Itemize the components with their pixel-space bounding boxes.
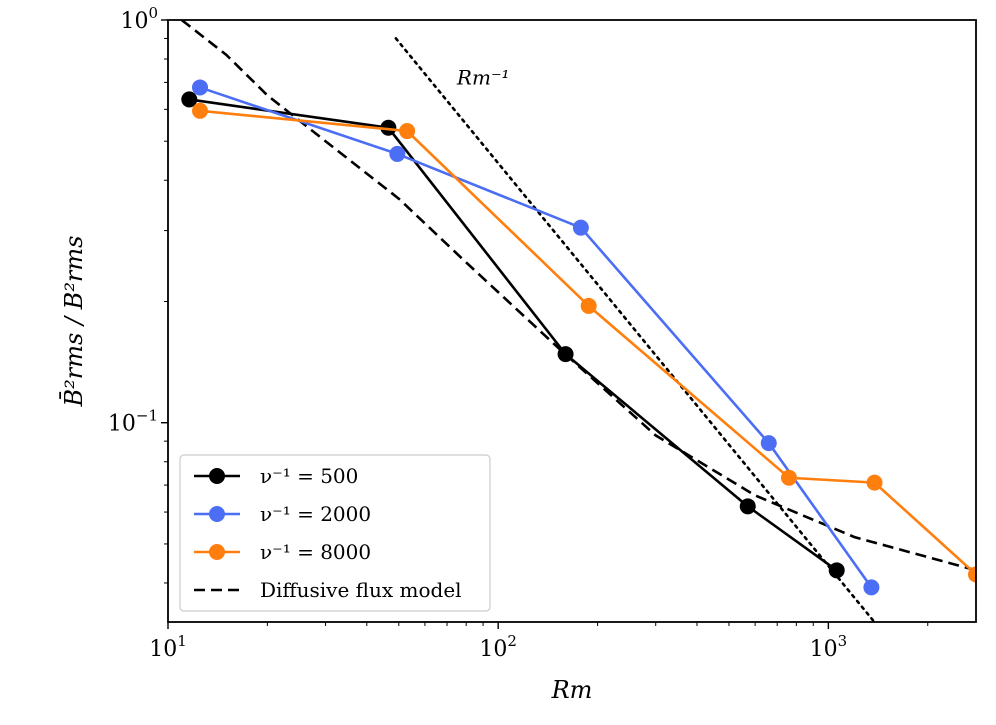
y-tick-label: 10−1: [108, 407, 158, 437]
data-point: [828, 562, 845, 579]
x-tick-label: 101: [149, 632, 187, 662]
legend-entry: ν⁻¹ = 8000: [194, 540, 371, 564]
y-tick-label: 100: [120, 4, 158, 34]
y-axis-label: B̄²rms / B²rms: [60, 236, 88, 408]
legend-label: ν⁻¹ = 8000: [260, 540, 371, 564]
legend-label: Diffusive flux model: [260, 578, 462, 602]
data-point: [781, 469, 798, 486]
plot-area: [180, 20, 976, 622]
legend-items: ν⁻¹ = 500 ν⁻¹ = 2000 ν⁻¹ = 8000 Diffusive f…: [194, 464, 462, 602]
data-point: [557, 346, 574, 363]
legend-label: ν⁻¹ = 500: [260, 464, 358, 488]
series-line: [199, 109, 976, 576]
data-point: [866, 474, 883, 491]
series-2: [191, 79, 880, 596]
model-lines: [180, 20, 976, 622]
plot-frame: [167, 19, 977, 623]
series-3: [191, 102, 976, 583]
axis-ticks: 101 102 103 100 10−1: [108, 4, 929, 662]
series-1: [181, 91, 845, 579]
data-point: [181, 91, 198, 108]
annotations: Rm⁻¹: [456, 65, 510, 89]
data-point: [389, 145, 406, 162]
legend: ν⁻¹ = 500 ν⁻¹ = 2000 ν⁻¹ = 8000 Diffusive f…: [179, 454, 491, 612]
data-series: [181, 79, 976, 596]
diffusive-flux-model-line: [180, 20, 976, 572]
legend-swatch-marker: [209, 544, 225, 560]
data-point: [968, 566, 976, 583]
legend-label: ν⁻¹ = 2000: [260, 502, 371, 526]
legend-swatch-marker: [209, 468, 225, 484]
legend-entry: Diffusive flux model: [194, 578, 462, 602]
legend-entry: ν⁻¹ = 2000: [194, 502, 371, 526]
data-point: [580, 297, 597, 314]
legend-box: [179, 454, 491, 612]
data-point: [863, 579, 880, 596]
data-point: [760, 435, 777, 452]
data-point: [191, 102, 208, 119]
legend-swatch-marker: [209, 506, 225, 522]
x-tick-label: 103: [810, 632, 848, 662]
x-axis-label: Rm: [551, 676, 593, 704]
x-tick-label: 102: [479, 632, 517, 662]
data-point: [572, 219, 589, 236]
data-point: [739, 498, 756, 515]
data-point: [191, 79, 208, 96]
rm-inverse-annotation: Rm⁻¹: [456, 65, 510, 89]
rm-inverse-dotted-line: [394, 37, 875, 622]
data-point: [380, 119, 397, 136]
legend-entry: ν⁻¹ = 500: [194, 464, 358, 488]
data-point: [399, 123, 416, 140]
